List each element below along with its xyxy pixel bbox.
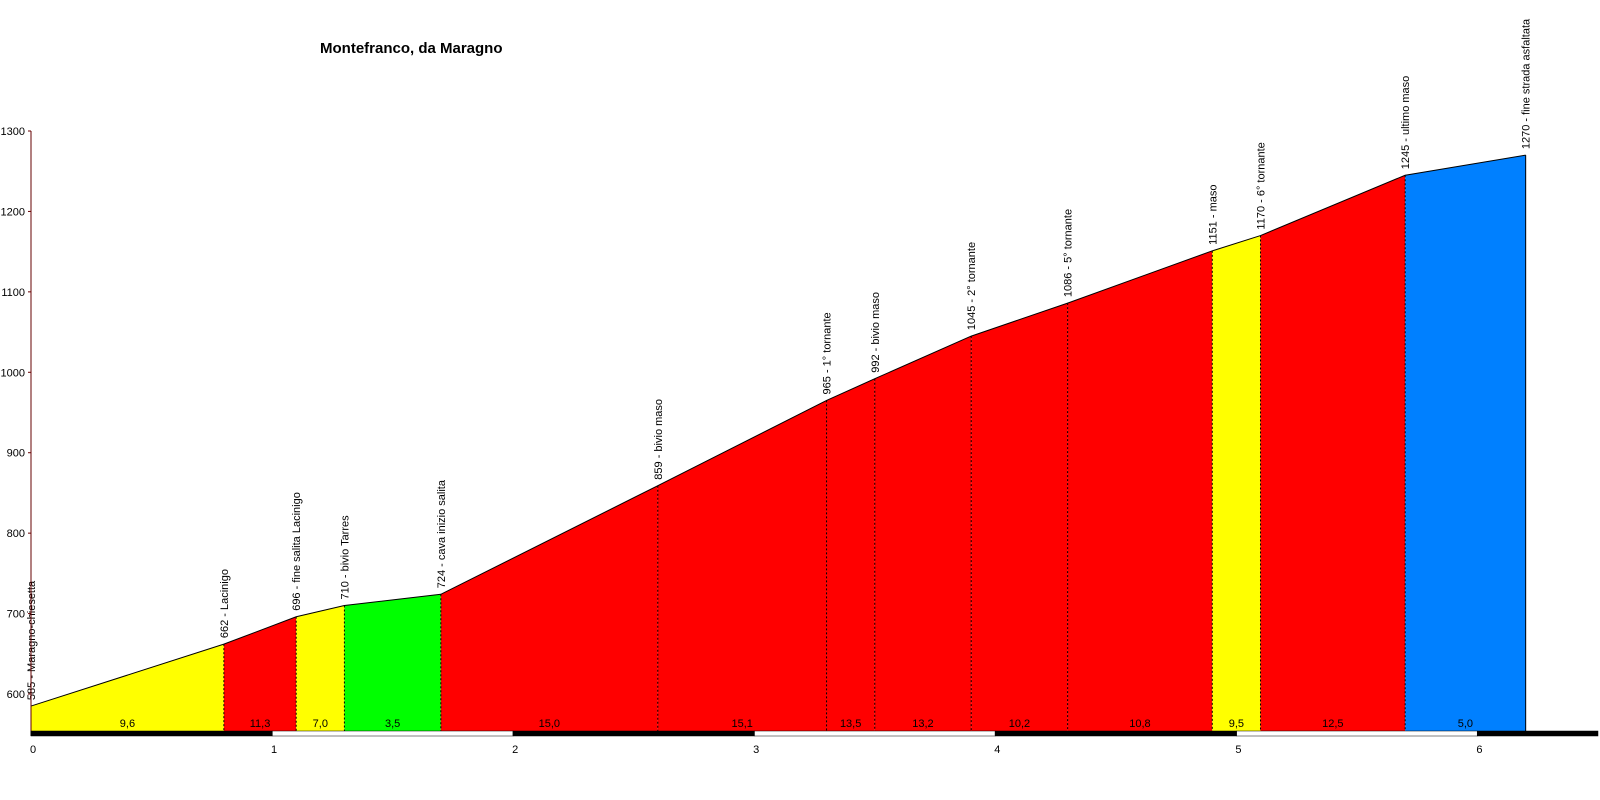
scale-bar <box>512 730 755 737</box>
gradient-label: 13,5 <box>840 718 861 730</box>
segment-area <box>1405 155 1526 732</box>
point-label: 696 - fine salita Lacinigo <box>291 492 303 611</box>
gradient-label: 10,2 <box>1009 718 1030 730</box>
scale-bar <box>753 730 996 737</box>
y-tick-label: 1300 <box>1 126 25 138</box>
y-tick-label: 900 <box>7 448 25 460</box>
segment-area <box>31 644 224 731</box>
gradient-label: 5,0 <box>1458 718 1473 730</box>
segment-area <box>826 378 875 731</box>
x-tick-label: 5 <box>1235 744 1241 756</box>
segment-area <box>1067 250 1213 731</box>
point-label: 585 - Maragno-chiesetta <box>26 580 38 700</box>
x-tick-label: 0 <box>30 744 36 756</box>
x-tick-label: 6 <box>1476 744 1482 756</box>
gradient-label: 15,0 <box>539 718 560 730</box>
point-label: 662 - Lacinigo <box>219 569 231 638</box>
gradient-label: 9,6 <box>120 718 135 730</box>
point-label: 859 - bivio maso <box>653 399 665 480</box>
point-label: 992 - bivio maso <box>870 292 882 373</box>
scale-bar <box>1477 730 1599 737</box>
segment-area <box>657 400 827 731</box>
point-label: 724 - cava inizio salita <box>436 479 448 588</box>
segment-area <box>1212 235 1261 731</box>
x-tick-label: 4 <box>994 744 1000 756</box>
scale-bar <box>271 730 514 737</box>
segment-area <box>440 485 658 731</box>
point-label: 965 - 1° tornante <box>822 312 834 394</box>
segment-area <box>344 594 441 731</box>
x-tick-label: 2 <box>512 744 518 756</box>
segment-area <box>1260 175 1406 731</box>
gradient-label: 10,8 <box>1129 718 1150 730</box>
scale-bar <box>1236 730 1478 737</box>
scale-bar <box>30 730 273 737</box>
segment-area <box>874 336 972 731</box>
gradient-label: 7,0 <box>313 718 328 730</box>
point-label: 710 - bivio Tarres <box>339 515 351 600</box>
profile-line <box>30 154 1526 707</box>
point-label: 1045 - 2° tornante <box>966 242 978 330</box>
gradient-label: 13,2 <box>912 718 933 730</box>
point-label: 1170 - 6° tornante <box>1255 142 1267 229</box>
segment-area <box>296 605 345 731</box>
point-label: 1151 - maso <box>1207 185 1219 245</box>
gradient-label: 15,1 <box>731 718 752 730</box>
point-label: 1270 - fine strada asfaltata <box>1521 18 1533 149</box>
y-tick-label: 700 <box>7 609 25 621</box>
x-tick-label: 3 <box>753 744 759 756</box>
gradient-label: 12,5 <box>1322 718 1343 730</box>
point-label: 1245 - ultimo maso <box>1400 76 1412 170</box>
x-tick-label: 1 <box>271 744 277 756</box>
y-tick-label: 600 <box>7 689 25 701</box>
gradient-label: 11,3 <box>250 718 271 730</box>
segment-area <box>971 303 1068 731</box>
gradient-label: 9,5 <box>1229 718 1244 730</box>
gradient-label: 3,5 <box>385 718 400 730</box>
y-tick-label: 1000 <box>1 367 25 379</box>
y-tick-label: 800 <box>7 528 25 540</box>
point-label: 1086 - 5° tornante <box>1063 209 1075 297</box>
segment-area <box>223 616 297 731</box>
y-tick-label: 1100 <box>1 287 25 299</box>
chart-title: Montefranco, da Maragno <box>320 40 503 57</box>
scale-bar <box>995 730 1237 737</box>
y-tick-label: 1200 <box>1 206 25 218</box>
